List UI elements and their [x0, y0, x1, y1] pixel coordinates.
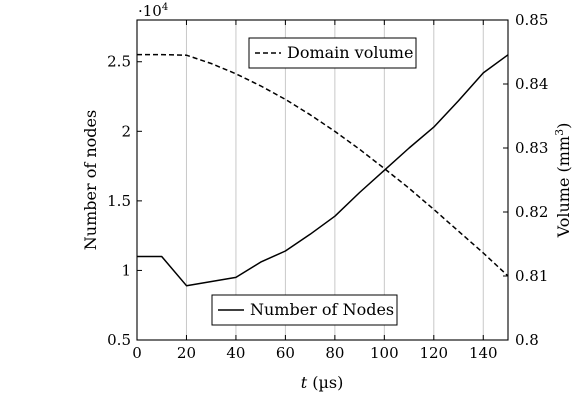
y-left-multiplier: ·104 — [138, 2, 168, 20]
legend-domain-volume: Domain volume — [248, 37, 417, 69]
y-right-label: Volume (mm3) — [553, 123, 573, 239]
legend-box — [248, 37, 417, 69]
y-right-tick-label: 0.83 — [515, 139, 548, 157]
y-right-ticks: 0.8 0.81 0.82 0.83 0.84 0.85 — [503, 11, 548, 349]
y-left-label: Number of nodes — [81, 110, 100, 250]
y-left-ticks: 0.5 1 1.5 2 2.5 — [107, 53, 142, 349]
x-tick-label: 20 — [177, 344, 196, 362]
x-tick-label: 40 — [226, 344, 245, 362]
y-right-tick-label: 0.8 — [515, 331, 539, 349]
y-left-tick-label: 2 — [121, 122, 131, 140]
series-lines — [137, 53, 509, 287]
legend-domain-volume-label: Domain volume — [287, 43, 413, 62]
x-tick-label: 100 — [370, 344, 399, 362]
y-left-tick-label: 1.5 — [107, 192, 131, 210]
y-right-tick-label: 0.84 — [515, 75, 548, 93]
legend-number-of-nodes: Number of Nodes — [211, 294, 398, 326]
x-tick-label: 60 — [276, 344, 295, 362]
x-axis-label: t (µs) — [301, 373, 344, 392]
x-tick-label: 80 — [325, 344, 344, 362]
y-left-tick-label: 0.5 — [107, 331, 131, 349]
legend-number-of-nodes-label: Number of Nodes — [250, 300, 394, 319]
series-line-domain-volume — [137, 53, 509, 277]
y-right-tick-label: 0.81 — [515, 267, 548, 285]
y-right-tick-label: 0.85 — [515, 11, 548, 29]
y-left-tick-label: 2.5 — [107, 53, 131, 71]
y-left-tick-label: 1 — [121, 261, 131, 279]
plot-frame — [136, 19, 509, 341]
x-tick-label: 120 — [419, 344, 448, 362]
series-line-number-of-nodes — [137, 54, 509, 287]
x-ticks: 0 20 40 60 80 100 120 140 — [132, 20, 498, 362]
x-tick-label: 0 — [132, 344, 142, 362]
x-tick-label: 140 — [469, 344, 498, 362]
y-right-tick-label: 0.82 — [515, 203, 548, 221]
